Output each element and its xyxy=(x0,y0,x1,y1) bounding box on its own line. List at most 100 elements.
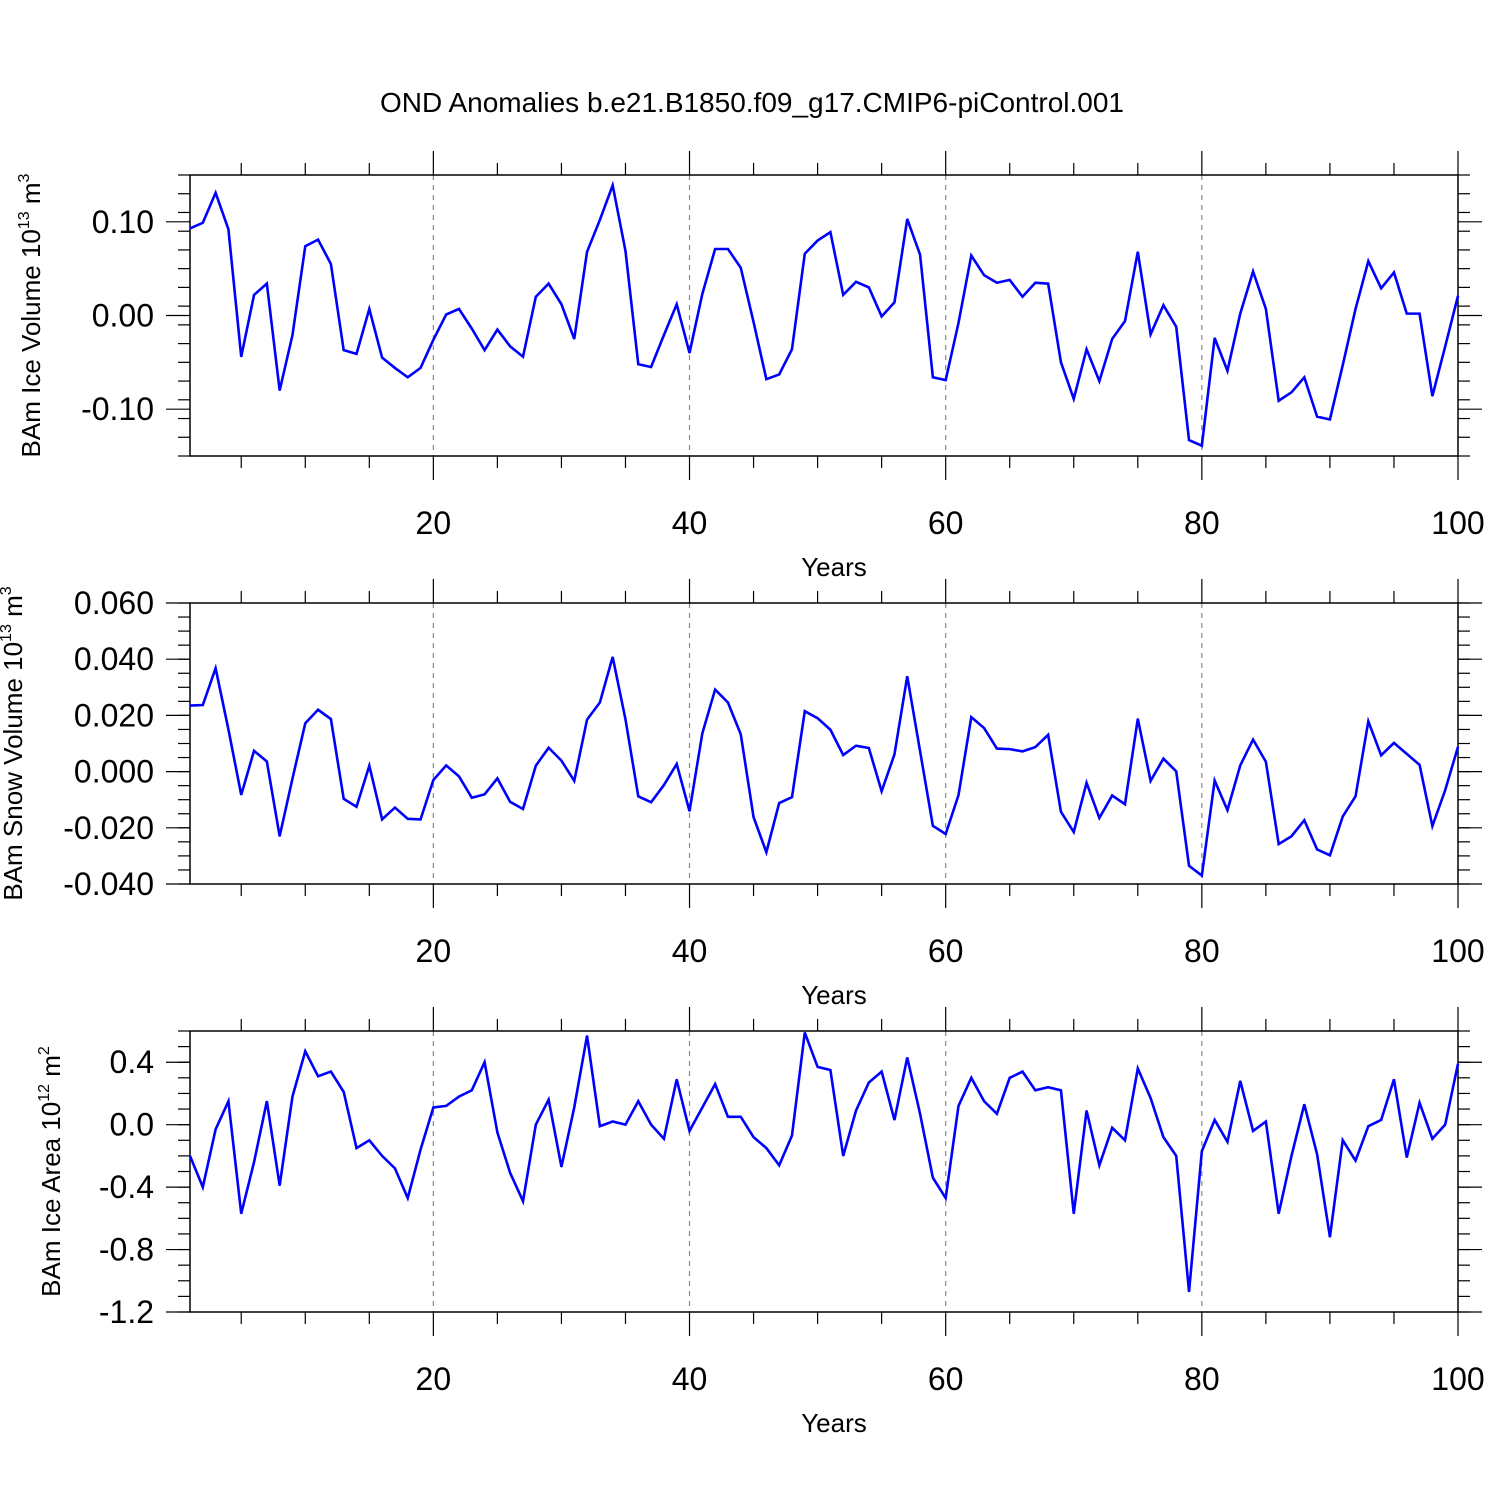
data-point xyxy=(573,1106,575,1109)
data-point xyxy=(535,1124,537,1126)
data-point xyxy=(1418,313,1421,315)
data-point xyxy=(919,750,921,752)
data-point xyxy=(727,1116,729,1118)
data-point xyxy=(624,718,627,720)
data-point xyxy=(1137,251,1139,253)
data-point xyxy=(1278,400,1280,402)
data-point xyxy=(1150,780,1152,782)
data-point xyxy=(714,1083,716,1085)
panel-2: 20 40 60 80 100 -0.040 -0.020 0.000 0.020 0.040 0.… xyxy=(0,579,1485,1010)
data-point xyxy=(291,1095,294,1098)
data-point xyxy=(1329,418,1331,421)
data-point xyxy=(1303,376,1305,378)
data-point xyxy=(740,267,742,269)
data-point xyxy=(1021,1070,1024,1073)
data-point xyxy=(945,1197,947,1199)
series-line xyxy=(188,1032,1460,1292)
data-point xyxy=(663,334,665,336)
y-tick-label: -0.040 xyxy=(63,866,154,902)
data-point xyxy=(227,228,230,230)
data-point xyxy=(1239,764,1241,767)
data-point xyxy=(1188,439,1190,441)
data-point xyxy=(1137,1067,1139,1070)
data-point xyxy=(1073,831,1075,833)
data-point xyxy=(1188,865,1190,867)
data-point xyxy=(215,1128,217,1130)
data-point xyxy=(240,794,242,796)
data-point xyxy=(1047,1086,1049,1088)
data-point xyxy=(688,1130,691,1132)
data-point xyxy=(1278,843,1280,845)
data-point xyxy=(330,263,332,265)
data-point xyxy=(1290,835,1293,837)
data-point xyxy=(471,797,473,799)
data-point xyxy=(1342,364,1344,366)
y-tick-label: 0.10 xyxy=(92,204,154,240)
data-point xyxy=(1009,1077,1011,1079)
data-point xyxy=(1034,282,1036,284)
data-point xyxy=(957,322,960,324)
data-point xyxy=(509,801,511,803)
data-point xyxy=(1418,1102,1421,1104)
data-point xyxy=(791,796,793,798)
data-point xyxy=(253,294,255,296)
data-point xyxy=(829,1069,832,1071)
data-point xyxy=(1085,782,1088,784)
data-point xyxy=(586,719,588,721)
data-point xyxy=(765,851,767,853)
data-point xyxy=(919,254,921,256)
data-point xyxy=(855,745,857,747)
data-point xyxy=(1393,1078,1395,1080)
data-point xyxy=(1431,825,1433,827)
data-point xyxy=(1444,345,1446,348)
data-point xyxy=(1316,1153,1318,1155)
data-point xyxy=(586,251,588,253)
data-point xyxy=(1406,1156,1408,1159)
data-point xyxy=(1380,1119,1382,1121)
data-point xyxy=(1047,734,1049,736)
data-point xyxy=(458,308,460,310)
data-point xyxy=(752,816,755,818)
data-point xyxy=(227,1100,230,1102)
data-point xyxy=(1316,848,1318,851)
data-point xyxy=(1021,296,1024,298)
y-axis-label-superscript: 3 xyxy=(0,586,15,595)
data-point xyxy=(1265,308,1267,310)
x-axis-label: Years xyxy=(801,980,867,1010)
data-point xyxy=(509,1172,511,1174)
data-point xyxy=(919,1113,921,1115)
data-point xyxy=(752,321,755,323)
data-point xyxy=(829,231,832,233)
data-point xyxy=(612,1120,614,1123)
y-axis-label-superscript: 13 xyxy=(16,211,33,229)
data-point xyxy=(855,281,857,283)
data-point xyxy=(1175,1155,1177,1157)
data-point xyxy=(1162,1136,1165,1138)
data-point xyxy=(1085,348,1088,350)
data-point xyxy=(1406,753,1408,755)
data-point xyxy=(189,227,191,229)
data-point xyxy=(676,763,678,765)
data-point xyxy=(842,754,844,756)
x-tick-label: 60 xyxy=(928,933,964,969)
data-point xyxy=(496,777,498,779)
y-tick-label: -1.2 xyxy=(99,1294,154,1330)
data-point xyxy=(1150,1097,1152,1099)
data-point xyxy=(330,718,332,720)
data-point xyxy=(804,253,806,255)
data-point xyxy=(432,779,434,781)
data-point xyxy=(1150,333,1152,335)
data-point xyxy=(637,1100,639,1102)
data-point xyxy=(266,1100,268,1102)
data-point xyxy=(765,1147,767,1149)
data-point xyxy=(791,1134,793,1137)
data-point xyxy=(304,722,306,724)
y-tick-label: 0.4 xyxy=(110,1044,154,1080)
data-point xyxy=(1047,283,1049,285)
data-point xyxy=(1342,1139,1344,1141)
data-point xyxy=(945,379,947,381)
y-axis-label-part: m xyxy=(36,1055,66,1084)
y-axis-label: BAm Snow Volume 1013 m3 xyxy=(0,586,28,900)
data-point xyxy=(355,806,358,808)
data-point xyxy=(740,1116,742,1118)
